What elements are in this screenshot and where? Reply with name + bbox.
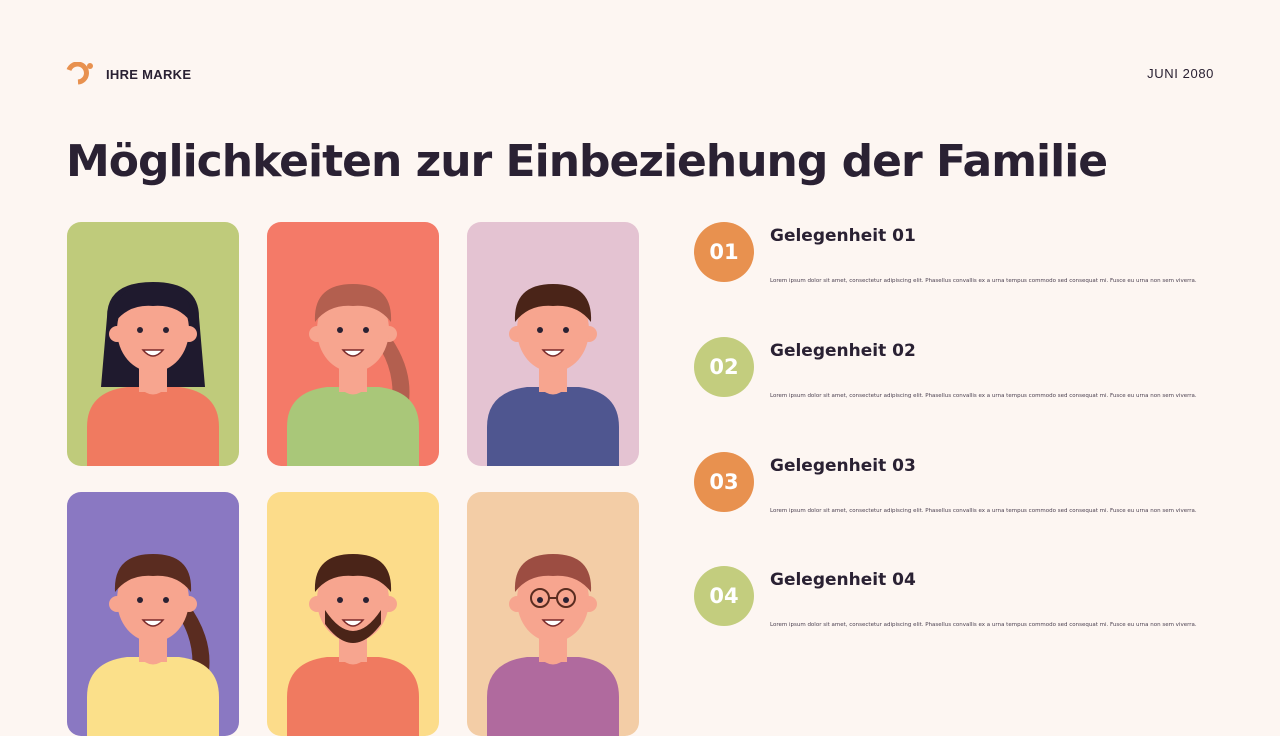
date-label: JUNI 2080 (1147, 66, 1214, 81)
family-member-card (267, 222, 439, 466)
family-member-card (67, 222, 239, 466)
opportunity-item: 01 Gelegenheit 01 Lorem ipsum dolor sit … (694, 222, 1214, 302)
avatar-illustration (87, 554, 219, 736)
brand-logo: IHRE MARKE (66, 62, 191, 86)
opportunity-description: Lorem ipsum dolor sit amet, consectetur … (770, 393, 1197, 399)
avatar-illustration (287, 284, 419, 466)
opportunity-description: Lorem ipsum dolor sit amet, consectetur … (770, 278, 1197, 284)
page-title: Möglichkeiten zur Einbeziehung der Famil… (66, 136, 1108, 187)
avatar-illustration (287, 554, 419, 736)
family-member-card (267, 492, 439, 736)
number-badge: 04 (694, 566, 754, 626)
opportunity-item: 02 Gelegenheit 02 Lorem ipsum dolor sit … (694, 337, 1214, 417)
avatar-illustration (487, 284, 619, 466)
logo-icon (66, 62, 93, 85)
opportunity-item: 03 Gelegenheit 03 Lorem ipsum dolor sit … (694, 452, 1214, 532)
opportunity-item: 04 Gelegenheit 04 Lorem ipsum dolor sit … (694, 566, 1214, 646)
opportunity-title: Gelegenheit 03 (770, 456, 916, 476)
number-badge: 01 (694, 222, 754, 282)
opportunity-description: Lorem ipsum dolor sit amet, consectetur … (770, 622, 1197, 628)
opportunity-title: Gelegenheit 01 (770, 226, 916, 246)
avatar-illustration (487, 554, 619, 736)
number-badge: 02 (694, 337, 754, 397)
avatar-illustration (87, 282, 219, 466)
brand-name: IHRE MARKE (106, 66, 192, 82)
family-member-card (467, 492, 639, 736)
family-member-card (67, 492, 239, 736)
opportunity-title: Gelegenheit 04 (770, 570, 916, 590)
number-badge: 03 (694, 452, 754, 512)
opportunity-description: Lorem ipsum dolor sit amet, consectetur … (770, 508, 1197, 514)
family-member-card (467, 222, 639, 466)
opportunity-title: Gelegenheit 02 (770, 341, 916, 361)
